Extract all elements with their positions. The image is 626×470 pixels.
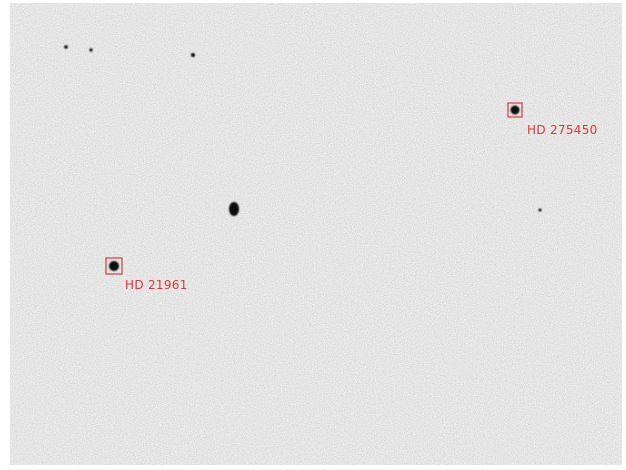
star <box>89 48 92 51</box>
star-label: HD 21961 <box>125 278 188 292</box>
star <box>64 45 68 49</box>
star <box>229 202 239 216</box>
sky-image: HD 275450 HD 21961 <box>0 0 626 470</box>
star <box>511 106 520 115</box>
star <box>191 53 195 57</box>
page: {"annotations": [{"label": "HD 275450"},… <box>0 0 626 470</box>
star-label: HD 275450 <box>527 123 598 137</box>
star <box>109 261 119 271</box>
star <box>539 209 542 212</box>
noise <box>10 3 622 465</box>
